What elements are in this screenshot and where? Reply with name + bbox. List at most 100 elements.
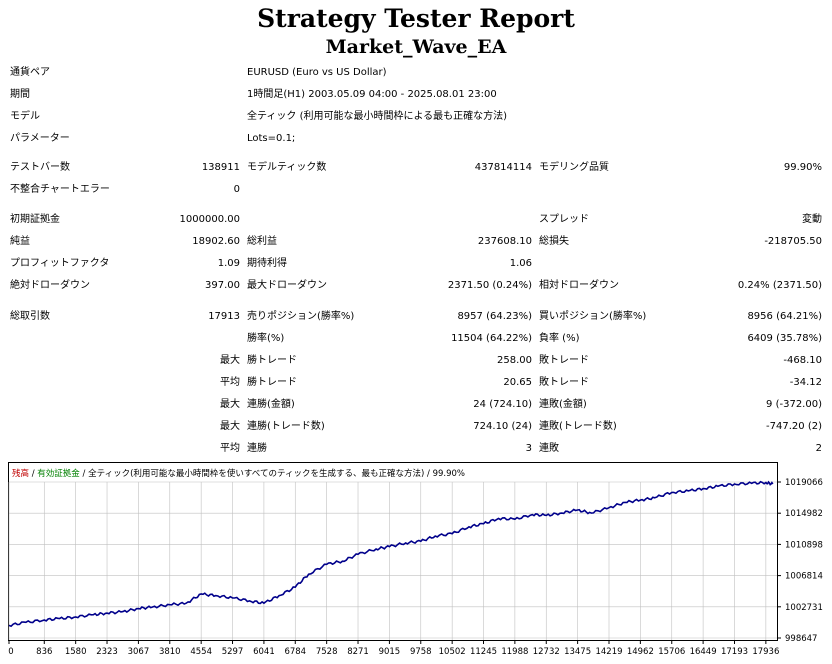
x-tick-label: 11988 bbox=[501, 647, 528, 657]
long-positions-value: 8956 (64.21%) bbox=[747, 311, 822, 322]
rel-dd-value: 0.24% (2371.50) bbox=[737, 280, 822, 291]
x-tick-label: 17193 bbox=[721, 647, 748, 657]
deposit-value: 1000000.00 bbox=[179, 214, 240, 225]
max-cons-loss-value: -747.20 (2) bbox=[766, 421, 822, 432]
y-tick-label: 998647 bbox=[785, 634, 817, 644]
largest-prefix: 最大 bbox=[220, 355, 240, 366]
y-tick-label: 1006814 bbox=[785, 572, 823, 582]
gross-profit-value: 237608.10 bbox=[477, 236, 532, 247]
largest-loss-value: -468.10 bbox=[783, 355, 822, 366]
x-tick-label: 3810 bbox=[159, 647, 181, 657]
avg-cons-prefix: 平均 bbox=[220, 443, 240, 454]
abs-dd-label: 絶対ドローダウン bbox=[10, 280, 90, 291]
model-value: 全ティック (利用可能な最小時間枠による最も正確な方法) bbox=[247, 111, 508, 122]
x-tick-label: 13475 bbox=[564, 647, 591, 657]
ticks-label: モデルティック数 bbox=[247, 162, 327, 173]
legend-sep-1: / bbox=[29, 469, 37, 479]
legend-sep-2: / bbox=[80, 469, 88, 479]
x-tick-label: 15706 bbox=[658, 647, 685, 657]
balance-chart: 残高 / 有効証拠金 / 全ティック(利用可能な最小時間枠を使いすべてのティック… bbox=[8, 462, 823, 657]
ticks-value: 437814114 bbox=[474, 162, 532, 173]
max-cons-losses-label: 連敗(金額) bbox=[539, 399, 587, 410]
x-tick-label: 2323 bbox=[96, 647, 118, 657]
x-tick-label: 9015 bbox=[379, 647, 401, 657]
deposit-label: 初期証拠金 bbox=[10, 214, 60, 225]
max-cons-wins-label: 連勝(金額) bbox=[247, 399, 295, 410]
avg-cons-losses-label: 連敗 bbox=[539, 443, 559, 454]
max-cons-wins-value: 24 (724.10) bbox=[473, 399, 532, 410]
parameters-value: Lots=0.1; bbox=[247, 133, 296, 144]
largest-win-label: 勝トレード bbox=[247, 355, 297, 366]
loss-rate-label: 負率 (%) bbox=[539, 333, 580, 344]
x-tick-label: 17936 bbox=[752, 647, 779, 657]
balance-line bbox=[8, 480, 774, 628]
model-label: モデル bbox=[10, 111, 40, 122]
quality-value: 99.90% bbox=[783, 162, 822, 173]
mismatch-label: 不整合チャートエラー bbox=[10, 184, 110, 195]
svg-text:残高 / 有効証拠金 / 全ティック(利用可能な最小時間枠を: 残高 / 有効証拠金 / 全ティック(利用可能な最小時間枠を使いすべてのティック… bbox=[12, 468, 465, 479]
avg-cons-wins-label: 連勝 bbox=[247, 443, 267, 454]
currency-pair-value: EURUSD (Euro vs US Dollar) bbox=[247, 67, 387, 78]
max-cons-profit-label: 連勝(トレード数) bbox=[247, 421, 325, 432]
largest-win-value: 258.00 bbox=[497, 355, 532, 366]
average-loss-label: 敗トレード bbox=[539, 377, 589, 388]
x-tick-label: 14219 bbox=[595, 647, 622, 657]
max-cons-prefix: 最大 bbox=[220, 399, 240, 410]
quality-label: モデリング品質 bbox=[539, 162, 609, 173]
spread-value: 変動 bbox=[802, 214, 822, 225]
max-cons-profit-prefix: 最大 bbox=[220, 421, 240, 432]
short-positions-value: 8957 (64.23%) bbox=[457, 311, 532, 322]
max-dd-value: 2371.50 (0.24%) bbox=[447, 280, 532, 291]
x-tick-label: 836 bbox=[36, 647, 52, 657]
average-loss-value: -34.12 bbox=[789, 377, 822, 388]
long-positions-label: 買いポジション(勝率%) bbox=[539, 311, 647, 322]
period-label: 期間 bbox=[10, 89, 30, 100]
report-title: Strategy Tester Report bbox=[257, 4, 575, 33]
y-tick-label: 1014982 bbox=[785, 509, 823, 519]
parameters-label: パラメーター bbox=[10, 133, 70, 144]
mismatch-value: 0 bbox=[233, 184, 240, 195]
x-tick-label: 9758 bbox=[410, 647, 432, 657]
average-win-label: 勝トレード bbox=[247, 377, 297, 388]
net-profit-label: 純益 bbox=[10, 236, 30, 247]
x-tick-label: 7528 bbox=[316, 647, 338, 657]
average-prefix: 平均 bbox=[220, 377, 240, 388]
short-positions-label: 売りポジション(勝率%) bbox=[247, 311, 355, 322]
profit-factor-value: 1.09 bbox=[217, 258, 240, 269]
x-tick-label: 11245 bbox=[470, 647, 497, 657]
y-tick-label: 1002731 bbox=[785, 603, 823, 613]
net-profit-value: 18902.60 bbox=[192, 236, 240, 247]
report-subtitle: Market_Wave_EA bbox=[325, 36, 507, 58]
y-tick-label: 1010898 bbox=[785, 540, 823, 550]
y-tick-label: 1019066 bbox=[785, 478, 823, 488]
rel-dd-label: 相対ドローダウン bbox=[539, 280, 619, 291]
bars-value: 138911 bbox=[201, 162, 240, 173]
spread-label: スプレッド bbox=[539, 214, 589, 225]
x-tick-label: 5297 bbox=[222, 647, 244, 657]
x-tick-label: 16449 bbox=[690, 647, 717, 657]
x-tick-label: 6041 bbox=[253, 647, 275, 657]
legend-balance: 残高 bbox=[12, 468, 29, 479]
gross-loss-label: 総損失 bbox=[539, 236, 569, 247]
max-cons-loss-label: 連敗(トレード数) bbox=[539, 421, 617, 432]
x-tick-label: 4554 bbox=[190, 647, 212, 657]
win-rate-label: 勝率(%) bbox=[247, 333, 285, 344]
bars-label: テストバー数 bbox=[10, 162, 70, 173]
legend-quality: 99.90% bbox=[433, 469, 465, 479]
win-rate-value: 11504 (64.22%) bbox=[451, 333, 532, 344]
currency-pair-label: 通貨ペア bbox=[10, 67, 50, 78]
period-value: 1時間足(H1) 2003.05.09 04:00 - 2025.08.01 2… bbox=[247, 89, 497, 100]
total-trades-label: 総取引数 bbox=[10, 311, 50, 322]
average-win-value: 20.65 bbox=[503, 377, 532, 388]
loss-rate-value: 6409 (35.78%) bbox=[747, 333, 822, 344]
x-tick-label: 3067 bbox=[128, 647, 150, 657]
legend-model: 全ティック(利用可能な最小時間枠を使いすべてのティックを生成する、最も正確な方法… bbox=[88, 468, 424, 479]
x-tick-label: 0 bbox=[8, 647, 13, 657]
max-dd-label: 最大ドローダウン bbox=[247, 280, 327, 291]
profit-factor-label: プロフィットファクタ bbox=[10, 258, 110, 269]
avg-cons-wins-value: 3 bbox=[525, 443, 532, 454]
expected-payoff-label: 期待利得 bbox=[247, 258, 287, 269]
total-trades-value: 17913 bbox=[208, 311, 240, 322]
x-tick-label: 8271 bbox=[347, 647, 369, 657]
abs-dd-value: 397.00 bbox=[205, 280, 240, 291]
